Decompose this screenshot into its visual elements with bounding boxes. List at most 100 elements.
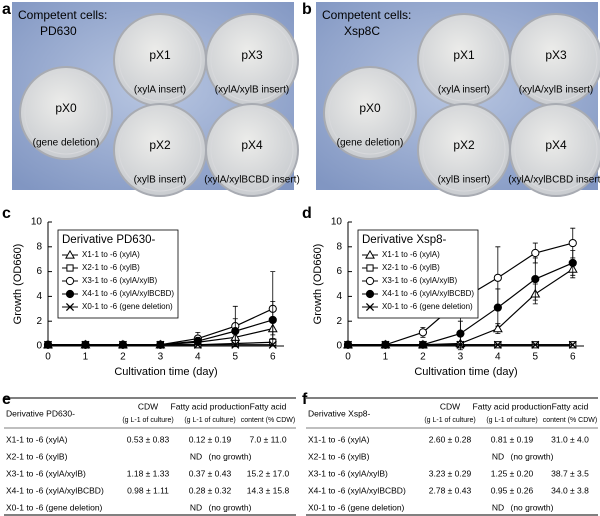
x-tick-label: 5 — [533, 352, 539, 363]
table-cell: 34.0 ± 3.8 — [551, 485, 589, 495]
plate-label: pX1 — [453, 48, 475, 62]
x-tick-label: 0 — [345, 352, 351, 363]
legend-label: X2-1 to -6 (xylB) — [382, 263, 440, 272]
legend-label: X3-1 to -6 (xylA/xylB) — [382, 276, 457, 285]
plate-sublabel: (xylA insert) — [438, 85, 490, 96]
marker — [81, 340, 90, 349]
table-cell: 2.78 ± 0.43 — [429, 485, 472, 495]
marker — [365, 289, 375, 299]
table-cell: (no growth) — [511, 451, 554, 461]
marker — [365, 276, 375, 286]
table-cell: 0.37 ± 0.43 — [189, 468, 232, 478]
table-cell: X0-1 to -6 (gene deletion) — [308, 502, 405, 512]
table-cell: 0.53 ± 0.83 — [127, 434, 170, 444]
plate-sublabel: (xylA/xylB insert) — [519, 85, 593, 96]
table-subheader: (g L-1 of culture) — [424, 417, 475, 424]
legend-label: X1-1 to -6 (xylA) — [82, 250, 140, 259]
legend-label: X2-1 to -6 (xylB) — [82, 263, 140, 272]
plate-label: pX0 — [55, 101, 77, 115]
plate-sublabel: (xylB insert) — [438, 175, 491, 186]
marker — [531, 340, 540, 349]
table-cell: X0-1 to -6 (gene deletion) — [6, 502, 103, 512]
table-subheader: (g L-1 of culture) — [122, 417, 173, 424]
marker — [231, 327, 240, 336]
x-tick-label: 3 — [458, 352, 464, 363]
x-tick-label: 1 — [83, 352, 89, 363]
table-cell: X4-1 to -6 (xylA/xylBCBD) — [6, 485, 104, 495]
y-axis-label: Growth (OD660) — [12, 244, 24, 325]
panel-label: c — [2, 205, 11, 222]
table-cell: ND — [492, 451, 504, 461]
table-cell: 2.60 ± 0.28 — [429, 434, 472, 444]
table-cell: ND — [190, 451, 202, 461]
panel-label: f — [302, 391, 308, 408]
table-subheader: (g L-1 of culture) — [486, 417, 537, 424]
table-header: Fatty acid — [552, 401, 589, 411]
y-tick-label: 0 — [36, 341, 42, 352]
marker — [531, 274, 540, 284]
plate-label: pX4 — [545, 138, 567, 152]
table-cell: 7.0 ± 11.0 — [249, 434, 286, 444]
plate-sublabel: (xylA insert) — [134, 85, 186, 96]
x-axis-label: Cultivation time (day) — [114, 366, 217, 378]
marker — [65, 276, 75, 286]
table-cell: 31.0 ± 4.0 — [551, 434, 589, 444]
photo-title: Xsp8C — [344, 24, 380, 38]
table-cell: (no growth) — [209, 502, 252, 512]
panel-label: d — [302, 205, 312, 222]
plate-rim — [118, 108, 202, 192]
plate-label: pX3 — [241, 48, 263, 62]
plate-label: pX1 — [149, 48, 171, 62]
marker — [43, 340, 53, 349]
table-header: Derivative Xsp8- — [308, 408, 371, 418]
marker — [65, 249, 75, 259]
table-cell: ND — [492, 502, 504, 512]
y-tick-label: 6 — [36, 266, 42, 277]
table-cell: X1-1 to -6 (xylA) — [308, 434, 370, 444]
legend-label: X0-1 to -6 (gene deletion) — [82, 302, 173, 311]
panel-label: e — [2, 391, 11, 408]
x-tick-label: 1 — [383, 352, 389, 363]
plate-label: pX2 — [453, 138, 475, 152]
plate-rim — [422, 108, 506, 192]
plate-sublabel: (gene deletion) — [33, 138, 100, 149]
table-header: Fatty acid production — [171, 401, 250, 411]
x-tick-label: 3 — [158, 352, 164, 363]
marker — [456, 340, 465, 349]
legend-label: X3-1 to -6 (xylA/xylB) — [82, 276, 157, 285]
plate-label: pX3 — [545, 48, 567, 62]
legend-label: X4-1 to -6 (xylA/xylBCBD) — [382, 289, 474, 298]
y-tick-label: 4 — [336, 291, 342, 302]
table-header: Fatty acid production — [473, 401, 552, 411]
marker — [381, 340, 390, 349]
marker — [531, 248, 540, 258]
marker — [65, 289, 75, 299]
marker — [193, 336, 202, 346]
table-subheader: content (% CDW) — [543, 417, 597, 424]
table-cell: X3-1 to -6 (xylA/xylB) — [6, 468, 86, 478]
plate-rim — [210, 108, 294, 192]
plate-rim — [118, 18, 202, 102]
legend-label: X1-1 to -6 (xylA) — [382, 250, 440, 259]
marker — [156, 340, 165, 349]
photo-title: Competent cells: — [322, 8, 411, 22]
y-tick-label: 6 — [336, 266, 342, 277]
plate-rim — [328, 71, 412, 155]
x-tick-label: 2 — [120, 352, 126, 363]
table-cell: 14.3 ± 15.8 — [247, 485, 290, 495]
table-cell: X2-1 to -6 (xylB) — [6, 451, 68, 461]
marker — [568, 258, 577, 268]
marker — [493, 273, 502, 282]
legend-label: X0-1 to -6 (gene deletion) — [382, 302, 473, 311]
table-header: Derivative PD630- — [6, 408, 75, 418]
y-tick-label: 0 — [336, 341, 342, 352]
plate-rim — [422, 18, 506, 102]
legend-title: Derivative PD630- — [62, 234, 155, 246]
x-tick-label: 4 — [495, 352, 501, 363]
marker — [65, 302, 75, 312]
table-header: CDW — [138, 401, 158, 411]
x-tick-label: 6 — [570, 352, 576, 363]
plate-sublabel: (xylA/xylBCBD insert) — [204, 175, 300, 186]
